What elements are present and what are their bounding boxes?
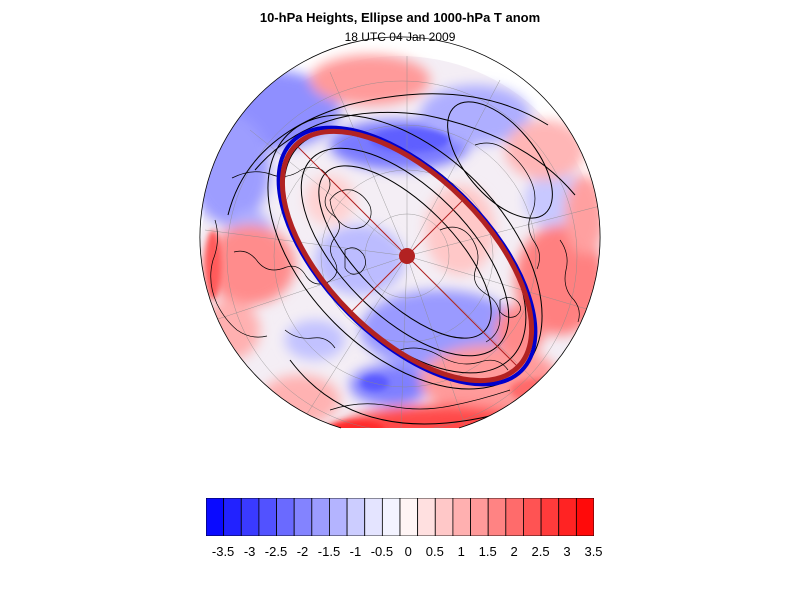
ellipse-center-marker (399, 248, 415, 264)
colorbar-tick-label: 3 (563, 544, 571, 559)
colorbar-tick-label: 1.5 (478, 544, 497, 559)
graticule (204, 56, 600, 429)
colorbar-swatch (346, 498, 366, 536)
colorbar-tick-label: -2.5 (264, 544, 288, 559)
temperature-anomaly-field (199, 55, 600, 429)
colorbar-swatch (399, 498, 419, 536)
colorbar-swatch (240, 498, 260, 536)
colorbar-swatch (364, 498, 383, 536)
colorbar-tick-label: -3.5 (211, 544, 235, 559)
colorbar-swatch (452, 498, 471, 536)
map-boundary (199, 36, 601, 429)
colorbar-tick-label: 0.5 (425, 544, 444, 559)
colorbar-swatch (523, 498, 542, 536)
colorbar-swatch (434, 498, 454, 536)
chart-title: 10-hPa Heights, Ellipse and 1000-hPa T a… (259, 10, 541, 25)
colorbar-swatch (258, 498, 277, 536)
colorbar-swatch (505, 498, 524, 536)
colorbar-swatch (487, 498, 507, 536)
colorbar-swatch (540, 498, 560, 536)
colorbar-tick-label: 0 (404, 544, 412, 559)
colorbar-swatch (417, 498, 436, 536)
vortex-ellipse (276, 125, 538, 387)
colorbar-swatch (311, 498, 330, 536)
coastlines (210, 142, 580, 411)
colorbar-tick-label: -0.5 (370, 544, 394, 559)
colorbar-swatch (470, 498, 489, 536)
colorbar-swatch (329, 498, 348, 536)
colorbar-swatch (293, 498, 313, 536)
colorbar-tick-label: -1.5 (317, 544, 341, 559)
colorbar-tick-label: 3.5 (584, 544, 603, 559)
colorbar-swatch (206, 498, 225, 536)
colorbar-tick-label: -2 (296, 544, 309, 559)
colorbar-swatch (223, 498, 242, 536)
colorbar-tick-label: 2 (510, 544, 518, 559)
colorbar-tick-label: -1 (349, 544, 362, 559)
colorbar (206, 498, 594, 536)
colorbar-tick-label: -3 (243, 544, 256, 559)
colorbar-labels: -3.5 -3 -2.5 -2 -1.5 -1 -0.5 0 0.5 1 1.5 2 2.5 3 3.5 (0, 544, 800, 564)
colorbar-tick-label: 2.5 (531, 544, 550, 559)
colorbar-swatch (575, 498, 594, 536)
colorbar-tick-label: 1 (457, 544, 465, 559)
colorbar-swatch (381, 498, 401, 536)
colorbar-swatch (558, 498, 577, 536)
colorbar-swatch (276, 498, 295, 536)
